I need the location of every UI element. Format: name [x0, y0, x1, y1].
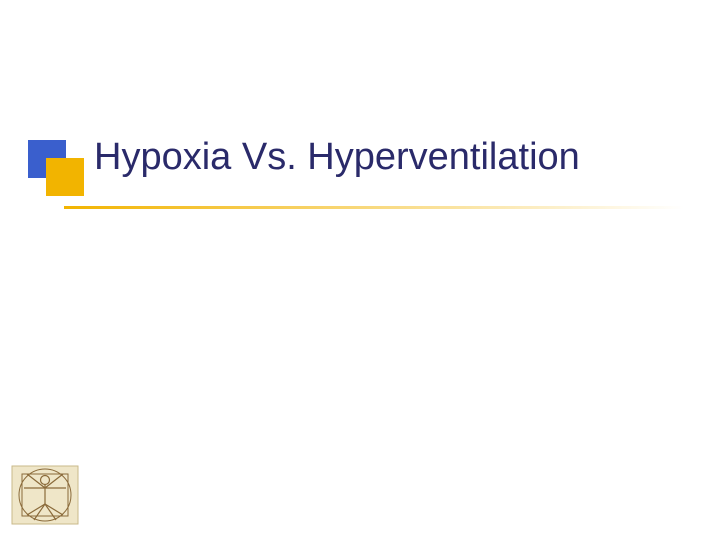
vitruvian-man-icon	[10, 460, 80, 530]
title-divider	[64, 206, 684, 209]
accent-square-front	[46, 158, 84, 196]
slide: Hypoxia Vs. Hyperventilation	[0, 0, 720, 540]
vitruvian-man-svg	[10, 460, 80, 530]
slide-title: Hypoxia Vs. Hyperventilation	[94, 136, 580, 179]
